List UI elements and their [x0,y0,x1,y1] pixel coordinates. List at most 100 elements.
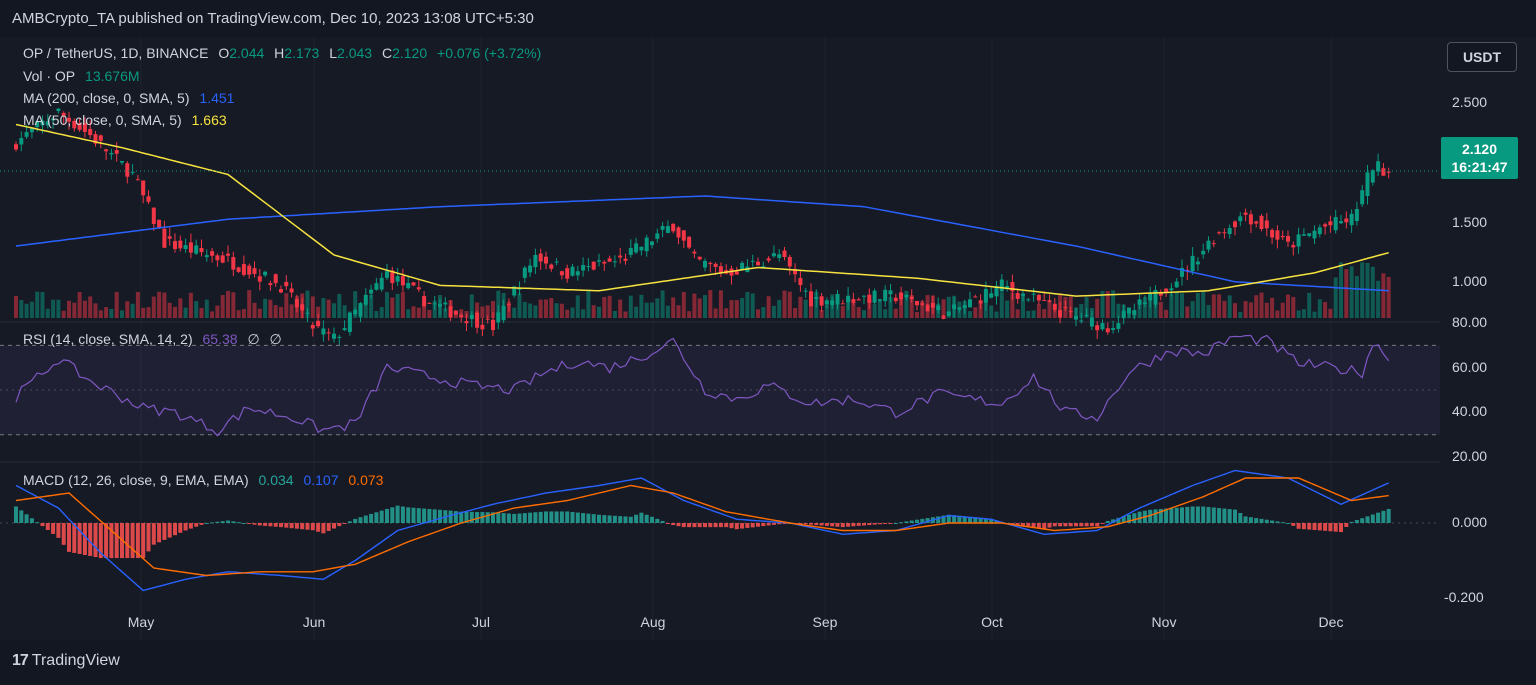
macd-histogram-bar [983,518,988,523]
macd-histogram-bar [210,522,215,524]
volume-bar [210,311,215,318]
candle-body [178,240,183,249]
volume-bar [597,306,601,318]
candle-body [347,313,352,333]
macd-histogram-bar [867,523,872,526]
volume-bar [512,307,517,318]
volume-bar [475,302,480,318]
macd-histogram-bar [973,517,978,523]
candle-body [67,117,71,122]
candle-body [501,305,506,321]
candle-body [660,226,665,230]
candle-body [978,300,983,304]
candle-body [416,287,421,290]
macd-histogram-bar [920,518,925,523]
candle-body [162,228,167,248]
volume-bar [734,300,739,318]
candle-body [289,288,294,293]
candle-body [962,305,967,309]
rsi-value: 65.38 [202,331,238,347]
macd-histogram-bar [93,523,98,558]
volume-bar [220,294,225,318]
candle-body [1333,217,1338,231]
volume-bar [400,292,405,318]
macd-histogram-bar [952,515,957,523]
rsi-legend[interactable]: RSI (14, close, SMA, 14, 2) 65.38 ∅ ∅ [23,331,288,348]
candle-body [612,261,617,263]
macd-histogram-bar [771,523,776,525]
volume-bar [125,301,130,318]
candle-body [840,303,845,305]
candle-body [188,242,193,253]
candle-body [1307,233,1312,236]
volume-bar [1376,280,1381,318]
macd-histogram-bar [347,521,352,523]
macd-histogram-bar [321,523,326,534]
candle-body [846,295,851,303]
volume-bar [1264,302,1269,318]
symbol-title[interactable]: OP / TetherUS, 1D, BINANCE [23,45,209,61]
volume-bar [199,307,204,318]
macd-histogram-bar [851,523,856,527]
volume-bar [1084,297,1089,318]
macd-histogram-bar [1021,523,1025,526]
volume-bar [533,305,538,318]
candle-body [1254,221,1259,224]
macd-legend[interactable]: MACD (12, 26, close, 9, EMA, EMA) 0.034 … [23,472,389,488]
volume-bar [655,298,660,318]
ohlc-open-label: O [218,45,230,61]
volume-bar [750,293,755,318]
macd-histogram-bar [994,520,999,523]
candle-body [597,260,601,262]
currency-button[interactable]: USDT [1447,42,1517,72]
volume-legend[interactable]: Vol · OP 13.676M [23,68,146,84]
candle-body [1047,300,1052,302]
macd-histogram-bar [1217,508,1222,523]
x-label-sep: Sep [812,614,838,630]
macd-histogram-bar [1111,519,1116,523]
volume-bar [273,305,278,318]
ma200-legend[interactable]: MA (200, close, 0, SMA, 5) 1.451 [23,90,240,106]
volume-bar [342,305,347,318]
macd-histogram-bar [634,514,639,523]
candle-body [114,150,119,154]
macd-histogram-bar [1031,523,1036,528]
candle-body [19,138,24,145]
volume-bar [77,292,82,318]
candle-body [204,255,209,258]
candle-body [29,127,34,133]
volume-bar [130,303,135,318]
volume-bar [628,295,633,318]
macd-histogram-bar [824,523,829,526]
macd-histogram-bar [1307,523,1312,530]
macd-histogram-bar [506,513,511,523]
volume-bar [109,308,114,318]
macd-histogram-bar [745,523,750,528]
macd-histogram-bar [888,523,893,524]
macd-histogram-bar [88,523,93,556]
tradingview-footer[interactable]: 17 TradingView [12,652,120,670]
candle-body [1201,250,1206,255]
candle-body [1116,323,1121,329]
volume-bar [1307,292,1312,318]
volume-bar [756,309,760,318]
ma50-legend[interactable]: MA (50, close, 0, SMA, 5) 1.663 [23,112,233,128]
candle-body [824,300,829,305]
macd-histogram-bar [135,523,140,559]
candle-body [220,255,225,263]
macd-signal-value: 0.073 [348,472,384,488]
volume-bar [766,296,771,318]
macd-histogram-bar [1386,508,1391,523]
macd-histogram-bar [1042,523,1047,529]
macd-histogram-bar [257,523,262,526]
candle-body [1005,285,1010,289]
macd-histogram-bar [1227,509,1232,523]
volume-bar [713,308,718,318]
volume-bar [395,293,400,318]
volume-bar [353,291,358,318]
price-tick-1000: 1.000 [1452,273,1488,289]
volume-bar [1095,298,1100,318]
macd-histogram-bar [453,511,458,523]
volume-bar [803,299,808,318]
